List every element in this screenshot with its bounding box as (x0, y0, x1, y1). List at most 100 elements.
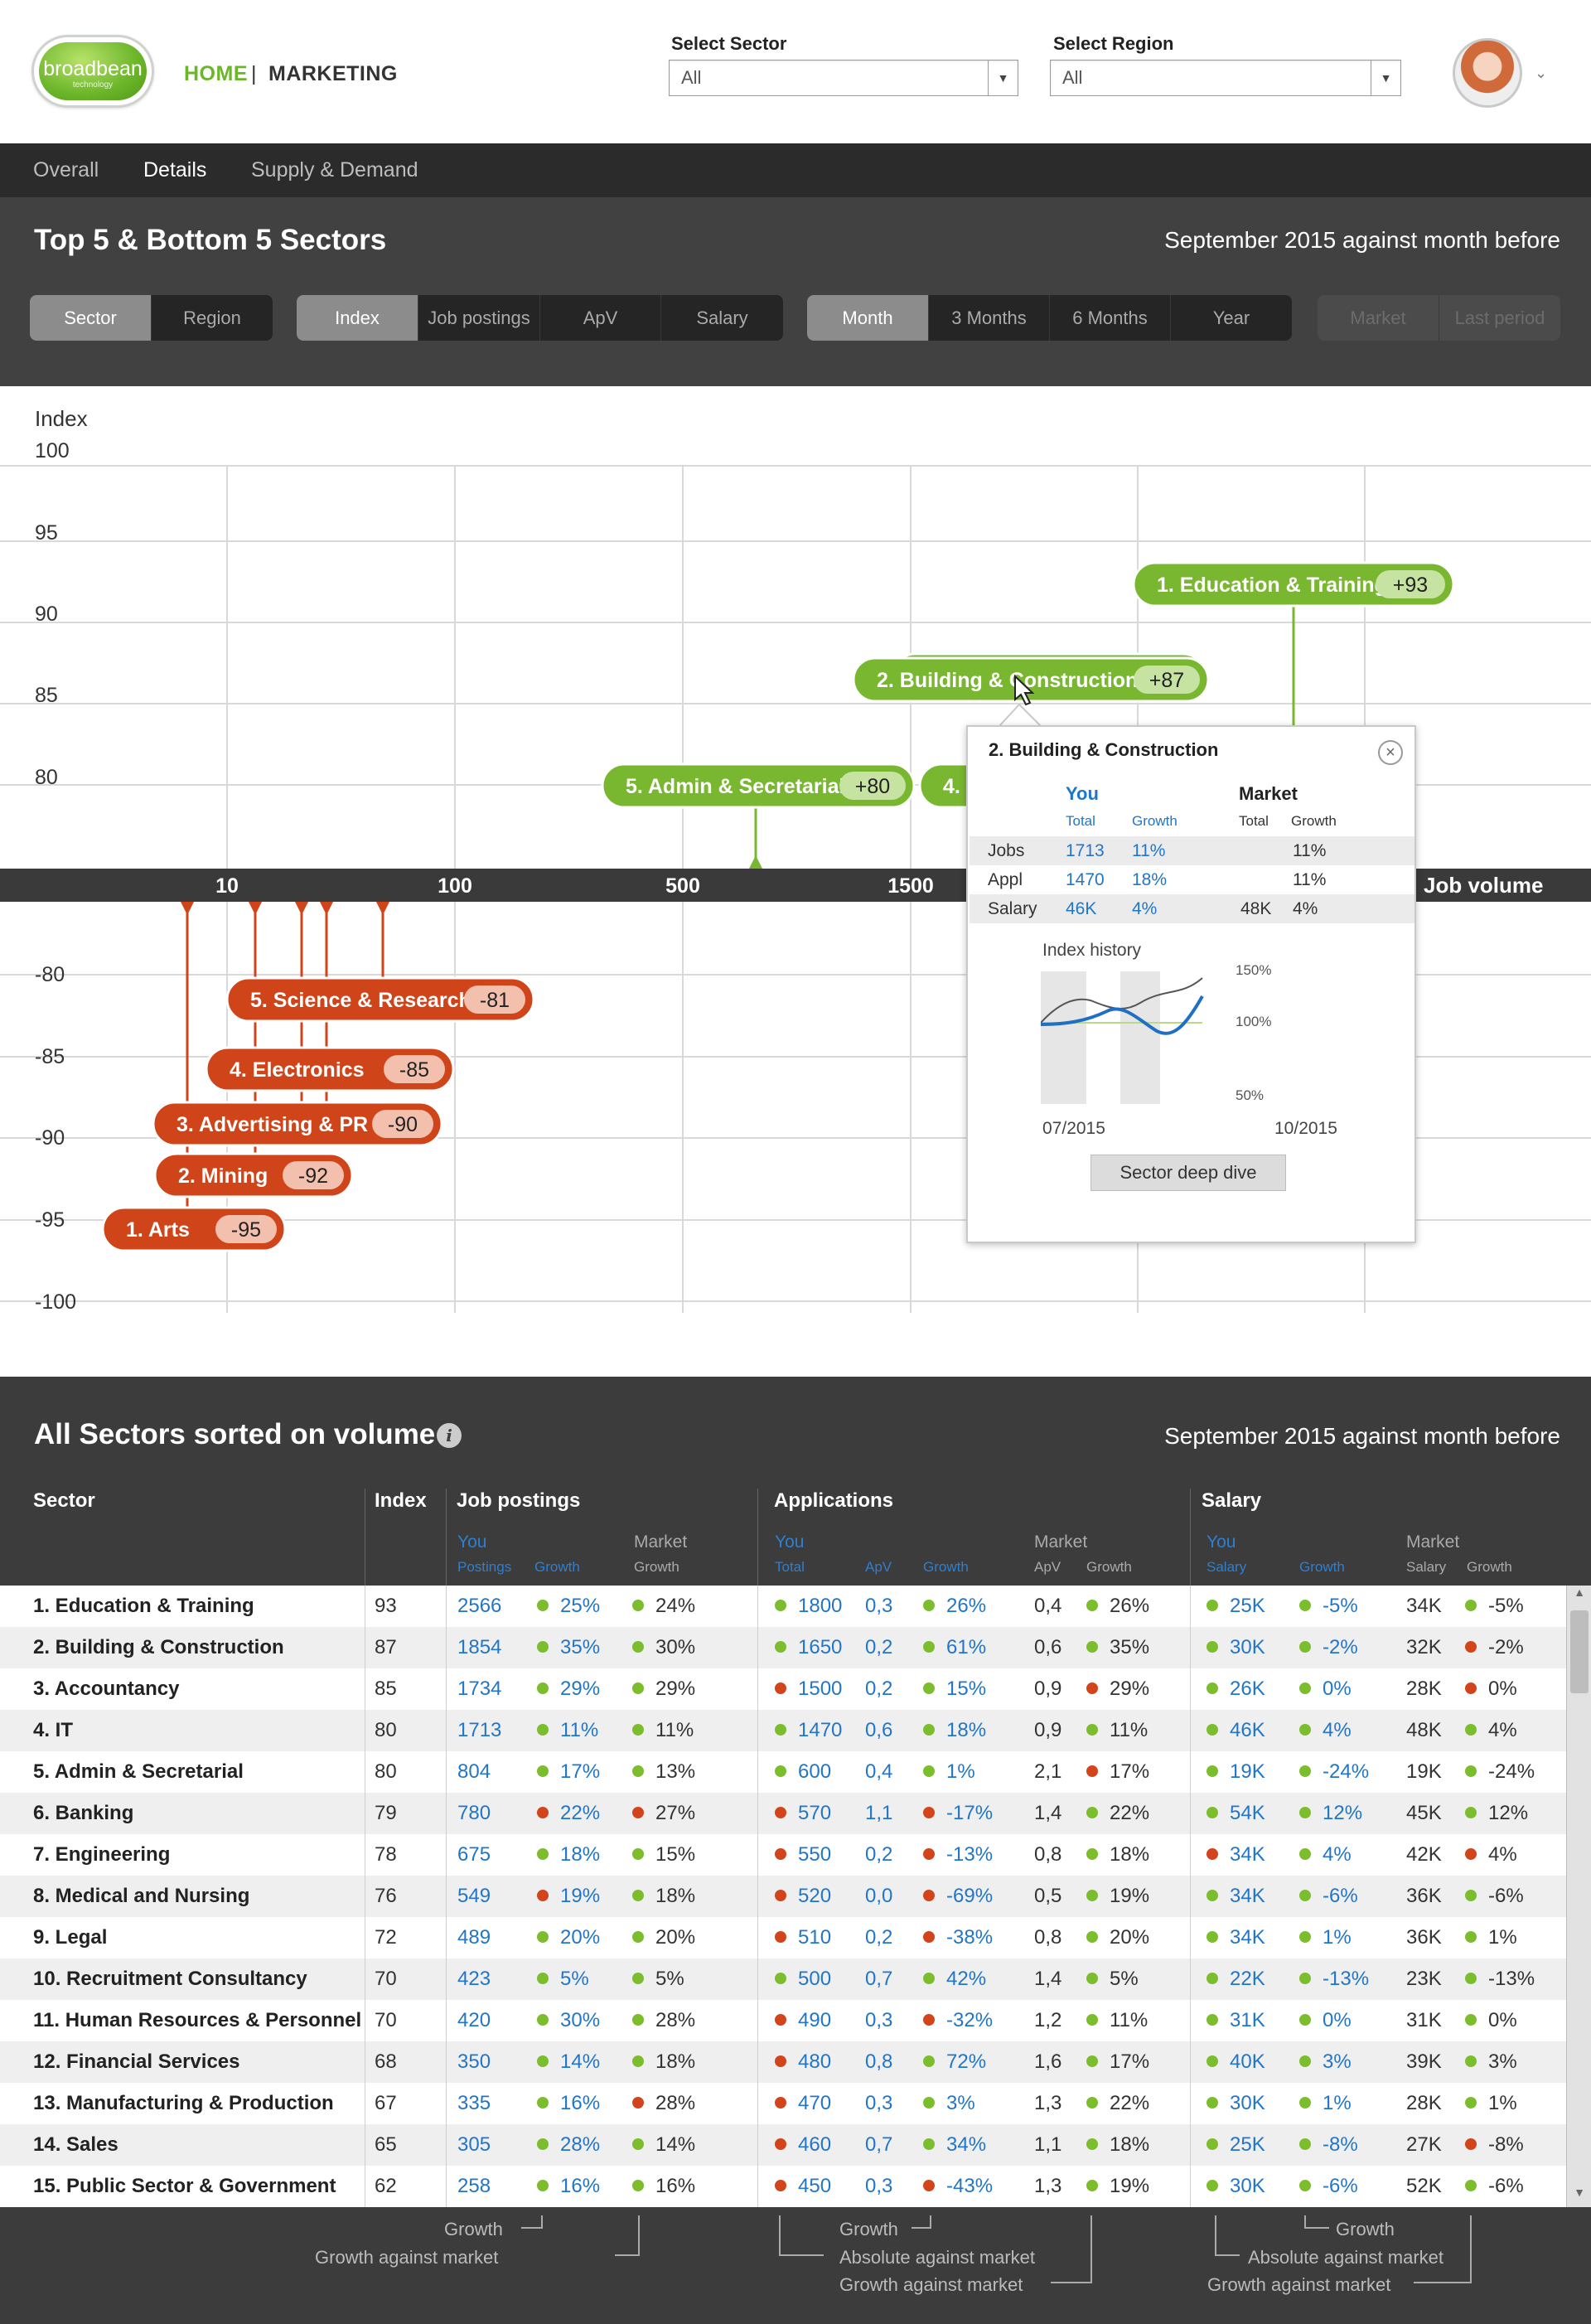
apps-total-header: Total (775, 1559, 805, 1575)
green-dot-icon (1299, 1930, 1311, 1943)
scroll-down-icon[interactable]: ▼ (1574, 2186, 1585, 2199)
toggle-6-months[interactable]: 6 Months (1050, 295, 1171, 341)
table-row[interactable]: 2. Building & Construction 87 1854 35% 30% 16… (0, 1627, 1566, 1668)
col-applications[interactable]: Applications (774, 1489, 894, 1512)
green-dot-icon (775, 1723, 786, 1736)
toggle-sector[interactable]: Sector (30, 295, 152, 341)
cell-value: 510 (798, 1926, 832, 1949)
toggle-region[interactable]: Region (183, 307, 241, 328)
tooltip-title: 2. Building & Construction (989, 739, 1219, 760)
cell-value: 0,9 (1034, 1719, 1062, 1741)
green-dot-icon (1299, 1806, 1311, 1818)
select-region-value: All (1062, 67, 1083, 88)
cell-value: 28K (1406, 2092, 1442, 2114)
table-row[interactable]: 5. Admin & Secretarial 80 804 17% 13% 600 0,4 1… (0, 1751, 1566, 1793)
cell-value: 25K (1230, 2133, 1265, 2156)
cell-with-indicator: 18% (537, 1834, 600, 1876)
nav-marketing[interactable]: MARKETING (268, 62, 398, 85)
table-row[interactable]: 9. Legal 72 489 20% 20% 510 0,2 -38% 0,8 20% 34K 1%… (0, 1917, 1566, 1958)
scroll-up-icon[interactable]: ▲ (1574, 1586, 1585, 1599)
table-row[interactable]: 4. IT 80 1713 11% 11% 1470 0,6 18% 0,9 11% 46K 4% 48… (0, 1710, 1566, 1751)
toggle-market[interactable]: Market (1318, 295, 1439, 341)
toggle-index[interactable]: Index (297, 295, 418, 341)
cell-value: 17% (560, 1760, 601, 1783)
table-scrollbar[interactable]: ▲ ▼ (1566, 1586, 1591, 2207)
sector-deep-dive-button[interactable]: Sector deep dive (1090, 1155, 1286, 1191)
toggle-last-period[interactable]: Last period (1454, 307, 1545, 328)
apps-apv-header: ApV (865, 1559, 892, 1575)
chevron-down-icon[interactable]: ▼ (988, 61, 1018, 95)
cell-value: 28% (560, 2133, 601, 2156)
chevron-down-icon[interactable]: ▼ (1371, 61, 1400, 95)
cell-value: 72 (375, 1926, 397, 1949)
toggle-3-months[interactable]: 3 Months (929, 295, 1050, 341)
scroll-thumb[interactable] (1570, 1610, 1589, 1693)
cell-value: -5% (1488, 1595, 1524, 1617)
bottom-science-research-value-bg (464, 985, 525, 1014)
toggle-month[interactable]: Month (807, 295, 929, 341)
table-row[interactable]: 15. Public Sector & Government 62 258 16% 16… (0, 2166, 1566, 2207)
table-row[interactable]: 12. Financial Services 68 350 14% 18% 480 0,8 7… (0, 2041, 1566, 2083)
green-dot-icon (1207, 1765, 1218, 1777)
cell-with-indicator: -38% (923, 1917, 993, 1958)
bottom-advertising-pr-value: -90 (388, 1113, 418, 1136)
cell-value: 85 (375, 1678, 397, 1700)
toggle-year[interactable]: Year (1212, 307, 1250, 328)
red-dot-icon (775, 2096, 786, 2109)
cell-value: 0,7 (865, 2133, 893, 2156)
col-sector[interactable]: Sector (33, 1489, 95, 1512)
col-salary[interactable]: Salary (1202, 1489, 1262, 1512)
green-dot-icon (632, 1682, 644, 1694)
nav-home[interactable]: HOME (184, 62, 248, 85)
tooltip-cell-mkt-growth: 4% (1293, 899, 1318, 918)
select-region-dropdown[interactable]: All ▼ (1050, 60, 1401, 96)
cell-with-indicator: 46K (1207, 1710, 1265, 1751)
red-dot-icon (775, 1889, 786, 1901)
cell-with-indicator: 490 (775, 2000, 831, 2041)
cell-value: 450 (798, 2175, 832, 2197)
green-dot-icon (537, 2013, 549, 2026)
col-index[interactable]: Index (375, 1489, 427, 1512)
cell-value: 15% (946, 1678, 987, 1700)
header-divider (1190, 1489, 1191, 1586)
chevron-down-icon[interactable]: ⌄ (1535, 65, 1548, 81)
green-dot-icon (632, 2055, 644, 2067)
table-row[interactable]: 10. Recruitment Consultancy 70 423 5% 5% 500 0… (0, 1958, 1566, 2000)
cell-with-indicator: 35% (1086, 1627, 1149, 1668)
green-dot-icon (1299, 2055, 1311, 2067)
table-row[interactable]: 13. Manufacturing & Production 67 335 16% 28… (0, 2083, 1566, 2124)
cell-with-indicator: -13% (1299, 1958, 1369, 2000)
select-sector-dropdown[interactable]: All ▼ (669, 60, 1018, 96)
toggle-job-postings[interactable]: Job postings (418, 295, 540, 341)
info-icon[interactable]: i (437, 1423, 462, 1448)
close-icon[interactable]: × (1378, 740, 1403, 765)
tab-supply-demand[interactable]: Supply & Demand (251, 158, 418, 182)
cell-with-indicator: 20% (1086, 1917, 1149, 1958)
cell-with-indicator: 1470 (775, 1710, 842, 1751)
table-title: All Sectors sorted on volume (34, 1418, 436, 1450)
cell-value: 0,5 (1034, 1885, 1062, 1907)
table-row[interactable]: 7. Engineering 78 675 18% 15% 550 0,2 -13% 0,8 18… (0, 1834, 1566, 1876)
bottom-mining-label: 2. Mining (178, 1164, 268, 1188)
table-row[interactable]: 14. Sales 65 305 28% 14% 460 0,7 34% 1,1 18% 25K -8… (0, 2124, 1566, 2166)
cell-value: 1% (1488, 2092, 1517, 2114)
cell-value: 1800 (798, 1595, 843, 1617)
cell-value: 19% (560, 1885, 601, 1907)
table-row[interactable]: 8. Medical and Nursing 76 549 19% 18% 520 0,0 -… (0, 1876, 1566, 1917)
red-dot-icon (537, 1806, 549, 1818)
toggle-apv[interactable]: ApV (540, 295, 661, 341)
user-avatar[interactable] (1453, 38, 1522, 108)
sectors-table-body: 1. Education & Training 93 2566 25% 24% 1800 0… (0, 1586, 1566, 2207)
table-row[interactable]: 3. Accountancy 85 1734 29% 29% 1500 0,2 15% 0,9 2… (0, 1668, 1566, 1710)
broadbean-logo[interactable]: broadbean technology (31, 35, 154, 108)
toggle-salary[interactable]: Salary (696, 307, 748, 328)
table-row[interactable]: 11. Human Resources & Personnel 70 420 30% 2… (0, 2000, 1566, 2041)
tab-details[interactable]: Details (143, 158, 207, 182)
green-dot-icon (537, 2179, 549, 2191)
table-row[interactable]: 6. Banking 79 780 22% 27% 570 1,1 -17% 1,4 22% 54K… (0, 1793, 1566, 1834)
top-education-training-label: 1. Education & Training (1157, 574, 1387, 597)
table-row[interactable]: 1. Education & Training 93 2566 25% 24% 1800 0… (0, 1586, 1566, 1627)
tab-overall[interactable]: Overall (33, 158, 99, 182)
cell-value: 19K (1406, 1760, 1442, 1783)
col-job-postings[interactable]: Job postings (457, 1489, 581, 1512)
